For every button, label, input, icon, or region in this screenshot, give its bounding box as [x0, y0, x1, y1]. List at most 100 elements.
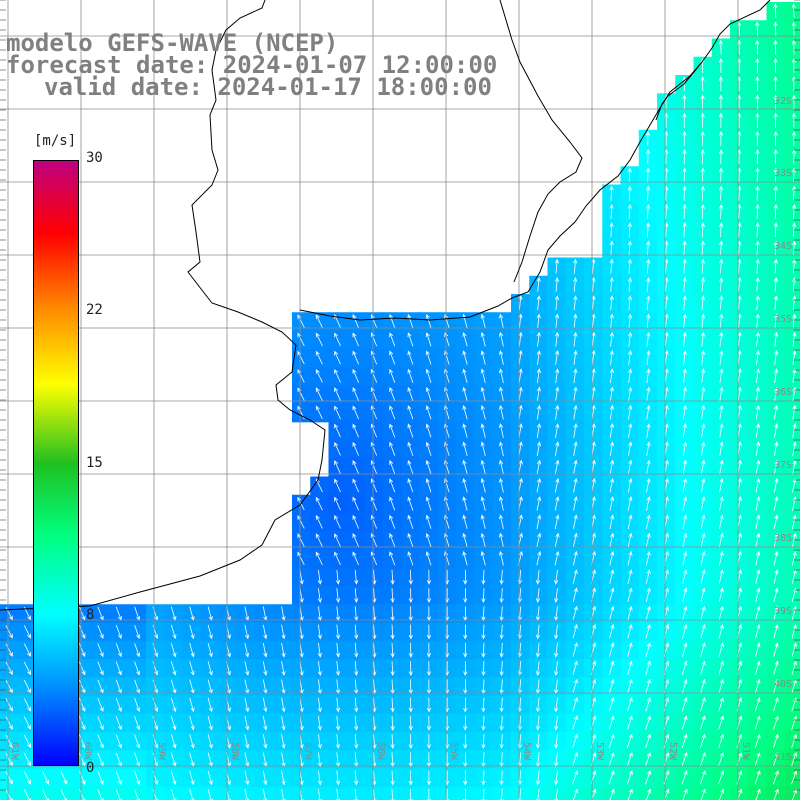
- wind-arrow: [352, 514, 359, 529]
- wind-arrow: [609, 624, 615, 639]
- lon-label: 55W: [448, 742, 459, 761]
- wind-arrow: [390, 588, 395, 604]
- wind-arrow: [499, 331, 504, 347]
- lat-label: 33S: [774, 168, 793, 179]
- wind-arrow: [774, 404, 779, 420]
- wind-arrow: [463, 788, 468, 800]
- wind-arrow: [718, 678, 724, 694]
- wind-arrow: [462, 459, 468, 475]
- wind-arrow: [627, 532, 633, 548]
- wind-arrow: [244, 624, 250, 640]
- wind-arrow: [609, 678, 615, 694]
- ocean-cell: [784, 549, 800, 569]
- ocean-cell: [657, 640, 676, 660]
- wind-arrow: [389, 478, 396, 493]
- wind-arrow: [79, 771, 86, 785]
- ocean-cell: [784, 257, 800, 277]
- wind-arrow: [23, 643, 31, 657]
- wind-arrow: [609, 459, 615, 475]
- wind-arrow: [646, 514, 651, 530]
- wind-arrow: [517, 569, 522, 585]
- wind-arrow: [791, 550, 797, 566]
- wind-arrow: [554, 514, 560, 530]
- wind-arrow: [536, 404, 541, 420]
- wind-arrow: [352, 551, 359, 566]
- wind-arrow: [682, 423, 688, 438]
- ocean-cell: [784, 440, 800, 459]
- wind-arrow: [499, 459, 504, 475]
- wind-arrow: [681, 733, 688, 748]
- wind-arrow: [281, 770, 286, 786]
- wind-arrow: [700, 258, 705, 274]
- wind-arrow: [426, 788, 432, 800]
- wind-arrow: [352, 441, 359, 456]
- wind-arrow: [554, 349, 560, 365]
- wind-arrow: [773, 167, 778, 183]
- wind-arrow: [5, 734, 13, 749]
- wind-arrow: [573, 496, 578, 511]
- colorbar-tick-22: 22: [86, 302, 103, 318]
- wind-arrow: [554, 550, 560, 566]
- wind-arrow: [700, 733, 706, 748]
- wind-arrow: [773, 94, 778, 110]
- wind-arrow: [700, 678, 706, 694]
- wind-arrow: [390, 734, 395, 750]
- wind-arrow: [480, 350, 486, 365]
- ocean-cell: [784, 330, 800, 350]
- wind-arrow: [407, 514, 414, 529]
- wind-arrow: [572, 678, 578, 694]
- ocean-cell: [748, 786, 768, 800]
- wind-arrow: [700, 295, 706, 311]
- ocean-cell: [182, 786, 202, 800]
- wind-arrow: [755, 295, 760, 311]
- wind-arrow: [773, 715, 779, 730]
- wind-arrow: [591, 331, 596, 347]
- wind-arrow: [755, 550, 761, 566]
- wind-arrow: [701, 386, 706, 402]
- wind-arrow: [425, 496, 432, 511]
- wind-arrow: [390, 569, 395, 585]
- wind-arrow: [718, 167, 724, 183]
- ocean-cell: [638, 786, 658, 800]
- wind-arrow: [718, 715, 724, 730]
- wind-arrow: [773, 697, 779, 712]
- wind-arrow: [517, 642, 522, 658]
- wind-arrow: [425, 551, 432, 566]
- wind-arrow: [354, 697, 359, 713]
- wind-arrow: [755, 660, 761, 675]
- wind-arrow: [700, 660, 706, 675]
- wind-arrow: [719, 368, 724, 384]
- wind-arrow: [628, 423, 633, 438]
- ocean-cell: [766, 786, 786, 800]
- wind-arrow: [773, 295, 779, 311]
- wind-arrow: [791, 788, 798, 800]
- wind-arrow: [115, 716, 122, 731]
- wind-arrow: [700, 532, 706, 548]
- wind-arrow: [407, 459, 414, 475]
- wind-arrow: [609, 203, 614, 219]
- wind-arrow: [134, 643, 140, 658]
- wind-arrow: [682, 477, 688, 493]
- wind-arrow: [701, 441, 706, 457]
- lat-label: 36S: [774, 387, 793, 398]
- wind-arrow: [207, 697, 213, 713]
- wind-arrow: [281, 715, 286, 731]
- wind-arrow: [425, 313, 432, 329]
- ocean-cell: [620, 640, 640, 660]
- wind-arrow: [792, 258, 797, 274]
- wind-arrow: [370, 551, 378, 566]
- wind-arrow: [645, 587, 651, 602]
- wind-arrow: [682, 624, 688, 639]
- wind-arrow: [755, 587, 761, 602]
- wind-arrow: [189, 661, 195, 676]
- wind-arrow: [445, 788, 450, 800]
- wind-arrow: [189, 624, 195, 640]
- wind-arrow: [701, 368, 706, 384]
- wind-arrow: [481, 642, 486, 658]
- wind-arrow: [555, 404, 560, 420]
- wind-arrow: [554, 770, 559, 786]
- wind-arrow: [79, 734, 86, 749]
- wind-arrow: [737, 331, 742, 347]
- wind-arrow: [536, 423, 542, 438]
- ocean-cell: [748, 659, 768, 678]
